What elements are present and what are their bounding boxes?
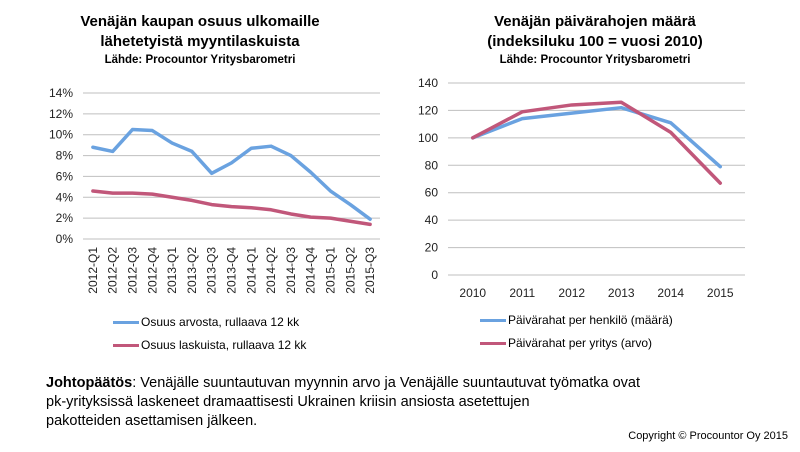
x-tick-label: 2013-Q2 [185, 247, 199, 294]
y-tick-label: 2% [56, 211, 74, 225]
conclusion-text: Johtopäätös: Venäjälle suuntautuvan myyn… [46, 374, 686, 431]
y-tick-label: 0% [56, 232, 74, 246]
y-tick-label: 8% [56, 149, 74, 163]
conclusion-label: Johtopäätös [46, 375, 133, 391]
right-line-chart: 0 20 40 60 80 100 120 140 2010 2011 2012 2013 2014 20… [418, 76, 745, 300]
legend-item-osuus-laskuista: Osuus laskuista, rullaava 12 kk [113, 338, 306, 352]
legend-swatch-red [480, 341, 506, 345]
x-tick-label: 2013 [608, 286, 635, 300]
left-chart-subtitle: Lähde: Procountor Yritysbarometri [104, 54, 296, 66]
y-tick-label: 80 [425, 158, 439, 172]
legend-label: Päivärahat per henkilö (määrä) [508, 313, 673, 327]
y-tick-label: 10% [49, 128, 73, 142]
right-chart-title-line1: Venäjän päivärahojen määrä [494, 13, 696, 30]
legend-item-osuus-arvosta: Osuus arvosta, rullaava 12 kk [113, 315, 299, 329]
left-chart-title-line2: lähetetyistä myyntilaskuista [100, 33, 300, 50]
x-tick-label: 2012-Q1 [86, 247, 100, 294]
x-tick-label: 2010 [459, 286, 486, 300]
legend-swatch-blue [113, 320, 139, 324]
x-tick-label: 2012-Q3 [126, 247, 140, 294]
series-line-2 [471, 100, 722, 185]
conclusion-line1: : Venäjälle suuntautuvan myynnin arvo ja… [132, 375, 641, 391]
copyright-notice: Copyright © Procountor Oy 2015 [628, 430, 788, 442]
x-tick-label: 2015-Q3 [363, 247, 377, 294]
legend-label: Osuus arvosta, rullaava 12 kk [141, 315, 300, 329]
left-chart-title-line1: Venäjän kaupan osuus ulkomaille [80, 13, 320, 30]
x-tick-label: 2013-Q4 [225, 247, 239, 294]
legend-item-paivarahat-yritys: Päivärahat per yritys (arvo) [480, 336, 652, 350]
y-tick-label: 12% [49, 107, 73, 121]
x-tick-label: 2013-Q3 [205, 247, 219, 294]
legend-label: Päivärahat per yritys (arvo) [508, 336, 653, 350]
conclusion-line3: pakotteiden asettamisen jälkeen. [46, 413, 258, 429]
right-chart-title-line2: (indeksiluku 100 = vuosi 2010) [487, 33, 703, 50]
right-chart-subtitle: Lähde: Procountor Yritysbarometri [499, 54, 691, 66]
x-tick-label: 2015 [707, 286, 734, 300]
y-tick-label: 40 [425, 213, 439, 227]
conclusion-line2: pk-yrityksissä laskeneet dramaattisesti … [46, 394, 530, 410]
x-tick-label: 2014-Q2 [264, 247, 278, 294]
x-tick-label: 2014-Q3 [284, 247, 298, 294]
y-tick-label: 20 [425, 241, 439, 255]
x-tick-label: 2012 [558, 286, 585, 300]
x-tick-label: 2015-Q2 [343, 247, 357, 294]
y-tick-label: 6% [56, 169, 74, 183]
x-tick-label: 2014 [657, 286, 684, 300]
x-tick-label: 2011 [509, 286, 535, 300]
legend-item-paivarahat-henkilo: Päivärahat per henkilö (määrä) [480, 313, 673, 327]
legend-label: Osuus laskuista, rullaava 12 kk [141, 338, 307, 352]
x-tick-label: 2014-Q1 [244, 247, 258, 294]
legend-swatch-red [113, 343, 139, 347]
right-chart-title: Venäjän päivärahojen määrä (indeksiluku … [450, 12, 740, 68]
x-tick-label: 2014-Q4 [304, 247, 318, 294]
y-tick-label: 60 [425, 186, 439, 200]
left-chart-title: Venäjän kaupan osuus ulkomaille lähetety… [60, 12, 340, 68]
y-tick-label: 14% [49, 86, 73, 100]
legend-swatch-blue [480, 318, 506, 322]
x-tick-label: 2013-Q1 [165, 247, 179, 294]
series-line-1 [471, 105, 722, 169]
x-tick-label: 2012-Q4 [145, 247, 159, 294]
y-tick-label: 100 [418, 131, 438, 145]
y-tick-label: 140 [418, 76, 438, 90]
x-tick-label: 2015-Q1 [324, 247, 338, 294]
y-tick-label: 0 [431, 268, 438, 282]
y-tick-label: 4% [56, 190, 74, 204]
x-tick-label: 2012-Q2 [106, 247, 120, 294]
y-tick-label: 120 [418, 103, 438, 117]
left-line-chart: 0% 2% 4% 6% 8% 10% 12% 14% 2012-Q1 2012-Q2 2012-Q3… [49, 86, 380, 294]
